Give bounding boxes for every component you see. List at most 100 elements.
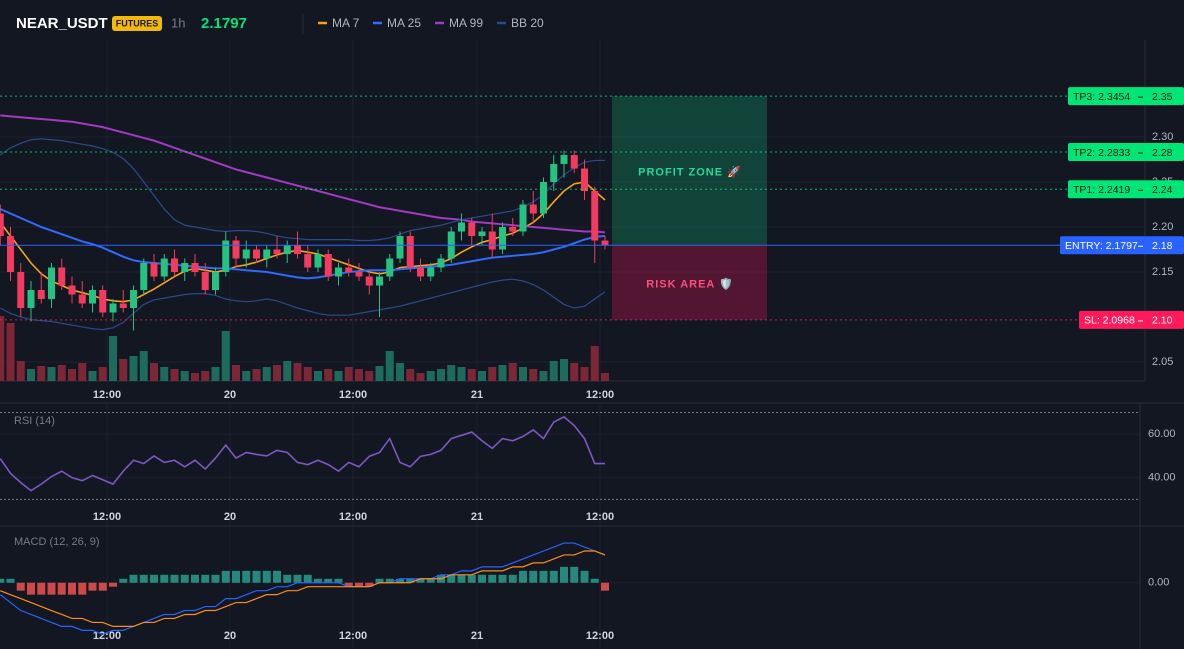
macd-hist-bar: [98, 582, 107, 591]
volume-bar: [139, 351, 148, 381]
macd-hist-bar: [334, 578, 343, 583]
candle-body: [7, 236, 14, 273]
signal-line: [0, 550, 606, 627]
rsi-tick-label: 60.00: [1148, 428, 1176, 440]
candle-body: [283, 245, 291, 255]
level-label: SL: 2.0968: [1084, 315, 1135, 327]
volume-bar: [580, 367, 589, 381]
candle-body: [232, 240, 240, 259]
ma-line: [0, 208, 606, 280]
volume-bar: [334, 371, 343, 381]
candle-body: [478, 231, 486, 237]
time-label: 12:00: [339, 389, 367, 401]
candle-body: [263, 249, 271, 259]
candle-body: [499, 227, 506, 250]
macd-hist-bar: [560, 566, 568, 583]
macd-hist-bar: [457, 574, 466, 583]
level-axis-label: 2.24: [1152, 184, 1173, 196]
badge-bg: [112, 16, 162, 31]
level-axis-label: 2.28: [1152, 147, 1173, 159]
volume-bar: [519, 367, 527, 381]
candle-body: [273, 249, 281, 255]
volume-bar: [508, 363, 517, 381]
volume-bar: [27, 369, 35, 381]
candle-body: [529, 204, 537, 214]
macd-hist-bar: [242, 570, 251, 583]
macd-hist-bar: [324, 578, 333, 583]
candle-body: [437, 258, 445, 268]
candle-body: [570, 155, 578, 169]
candle-body: [150, 263, 158, 277]
candle-body: [99, 290, 107, 313]
macd-hist-bar: [508, 574, 517, 583]
macd-hist-bar: [6, 578, 15, 583]
candle-body: [294, 245, 301, 255]
candle-body: [37, 290, 45, 300]
candle-body: [406, 236, 414, 268]
macd-hist-bar: [47, 582, 56, 595]
time-label: 12:00: [586, 630, 614, 642]
macd-hist-bar: [232, 570, 240, 583]
macd-hist-bar: [201, 574, 210, 583]
macd-hist-bar: [57, 582, 66, 595]
legend-label: BB 20: [511, 16, 544, 30]
level-label-bg: [1068, 180, 1184, 199]
macd-hist-bar: [119, 578, 128, 583]
risk-zone-label: RISK AREA 🛡️: [646, 277, 733, 290]
volume-bar: [252, 369, 261, 381]
volume-bar: [273, 365, 281, 381]
volume-bar: [498, 365, 507, 381]
time-label: 21: [471, 630, 483, 642]
volume-bar: [303, 367, 312, 381]
macd-hist-bar: [129, 574, 138, 583]
macd-hist-bar: [314, 578, 322, 583]
macd-hist-bar: [416, 578, 425, 583]
volume-bar: [68, 369, 76, 381]
candle-body: [68, 285, 76, 295]
candle-body: [171, 258, 178, 273]
volume-bar: [293, 363, 302, 381]
volume-bar: [242, 371, 251, 381]
volume-bar: [467, 369, 476, 381]
volume-bar: [160, 367, 169, 381]
candle-body: [345, 267, 353, 273]
time-label: 20: [224, 630, 236, 642]
volume-bar: [488, 367, 497, 381]
volume-bar: [109, 336, 117, 381]
rsi-tick-label: 40.00: [1148, 472, 1176, 484]
candle-body: [550, 164, 558, 183]
level-label-bg: [1060, 236, 1184, 255]
volume-bar: [478, 371, 486, 381]
time-label: 20: [224, 389, 236, 401]
level-label-bg: [1068, 143, 1184, 162]
macd-hist-bar: [375, 578, 384, 583]
candle-body: [386, 258, 394, 277]
candle-body: [222, 240, 230, 273]
volume-bar: [396, 363, 404, 381]
macd-hist-bar: [590, 578, 599, 583]
macd-hist-bar: [262, 570, 271, 583]
macd-hist-bar: [570, 566, 579, 583]
candle-body: [581, 168, 588, 192]
legend-label: MA 25: [387, 16, 421, 30]
macd-line: [0, 542, 606, 635]
macd-hist-bar: [580, 570, 589, 583]
symbol: NEAR_USDT: [16, 15, 108, 32]
candle-body: [355, 272, 363, 277]
candle-body: [468, 222, 476, 237]
level-label: TP1: 2.2419: [1073, 184, 1130, 196]
candle-body: [519, 204, 527, 232]
volume-bar: [426, 371, 435, 381]
volume-bar: [590, 346, 599, 381]
level-label-bg: [1079, 310, 1184, 329]
macd-hist-bar: [447, 574, 456, 583]
volume-bar: [283, 361, 292, 381]
level-label: TP3: 2.3454: [1073, 91, 1130, 103]
macd-hist-bar: [88, 582, 97, 591]
level-label: ENTRY: 2.1797: [1065, 240, 1138, 252]
candle-body: [27, 290, 35, 309]
macd-tick-label: 0.00: [1148, 577, 1169, 589]
candle-body: [17, 272, 25, 309]
volume-bar: [88, 371, 97, 381]
